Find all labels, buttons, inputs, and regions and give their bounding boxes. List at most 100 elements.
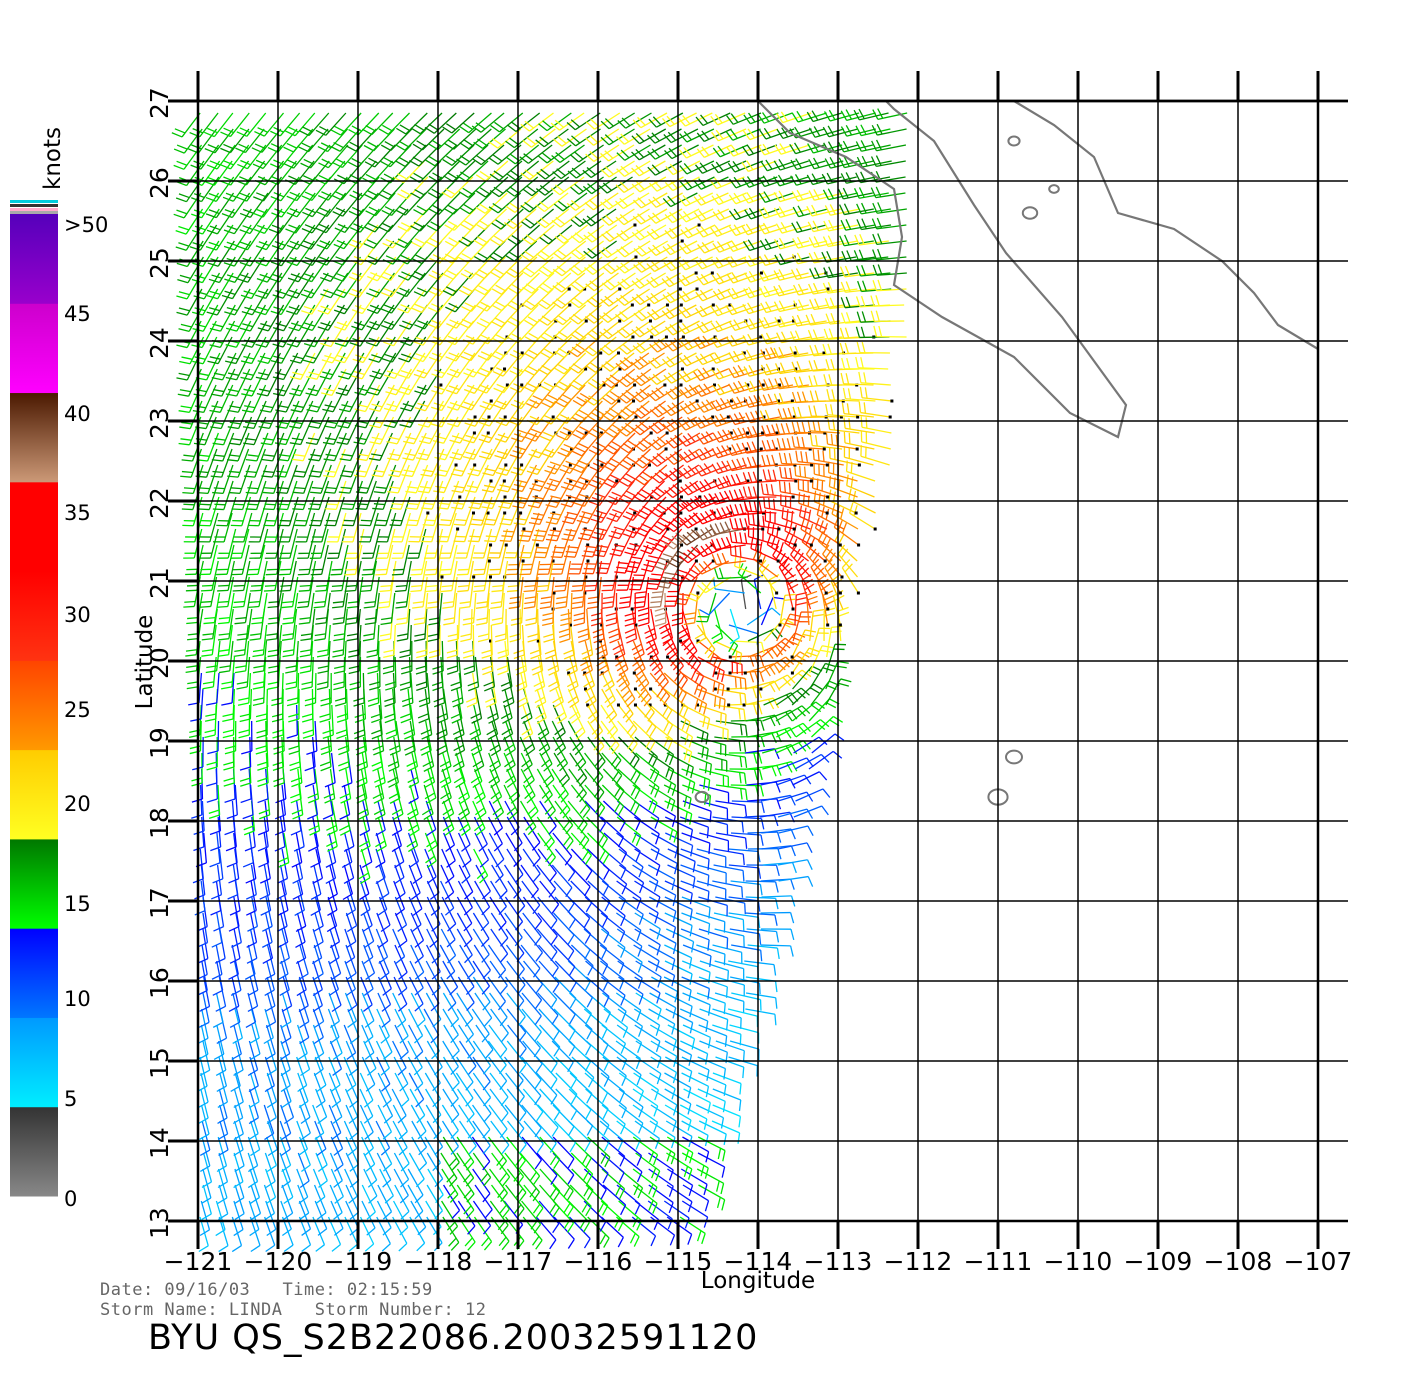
rain-flag [583,687,587,691]
wind-barb [665,160,701,176]
wind-barb [361,544,380,576]
wind-barb [837,544,859,578]
wind-barb [615,352,650,371]
rain-flag [678,479,682,483]
rain-flag [616,351,620,355]
wind-barb [696,944,726,966]
wind-barb [599,336,634,356]
wind-barb [264,1056,275,1093]
wind-barb [291,832,303,868]
wind-barb [825,643,847,674]
rain-flag [568,303,572,307]
wind-barb [300,144,331,169]
wind-barb [375,848,386,885]
wind-barb [221,672,235,706]
lat-lon-grid [196,99,1348,1223]
wind-barb [637,592,650,627]
wind-barb [372,480,394,510]
wind-barb [207,720,220,755]
wind-barb [341,512,362,543]
wind-barb [488,832,505,868]
wind-barb [392,1120,408,1156]
wind-barb [281,1184,294,1221]
wind-barb [491,1152,511,1187]
wind-barb [537,832,556,867]
wind-barb [377,1184,393,1220]
rain-flag [426,511,430,515]
wind-barb [464,400,492,427]
rain-flag [743,671,747,675]
wind-barb [443,1024,460,1060]
wind-barb [650,1056,678,1084]
wind-barb [585,1088,609,1119]
wind-barb [602,800,626,832]
wind-barb [310,832,321,868]
wind-barb [407,1040,423,1076]
wind-barb [407,528,427,559]
wind-barb [241,720,253,755]
wind-barb [521,704,534,741]
wind-barb [746,781,781,793]
wind-barb [297,528,317,559]
wind-barb [683,1088,711,1114]
x-tick-label: −117 [484,1247,553,1276]
wind-barb [667,848,696,873]
wind-barb [600,928,626,958]
wind-barb [849,502,876,530]
rain-flag [552,591,556,595]
product-id-title: BYU QS_S2B22086.20032591120 [148,1318,759,1358]
wind-barb [666,1152,693,1180]
wind-barb [441,848,455,884]
wind-barb [539,752,555,788]
rain-flag [649,687,653,691]
wind-barb [312,1040,324,1077]
wind-barb [205,672,220,706]
wind-barb [785,574,799,610]
wind-barb [714,736,747,752]
wind-barb [577,608,590,644]
wind-barb [583,1200,607,1232]
rain-flag [679,495,683,499]
wind-barb [696,272,732,286]
colorbar-tick-label: 5 [64,1087,77,1111]
wind-barb [220,144,250,170]
wind-barb [600,160,635,178]
wind-barb [711,536,746,551]
wind-barb [698,1072,727,1096]
wind-barb [584,672,597,708]
wind-barb [406,736,419,772]
wind-barb [458,864,474,900]
rain-flag [647,303,651,307]
wind-barb [792,771,828,786]
wind-barb [567,960,591,992]
wind-barb [519,528,540,559]
wind-barb [317,640,331,674]
wind-barb [279,1120,291,1157]
wind-barb [412,576,428,609]
wind-barb [394,1008,409,1044]
wind-barb [616,1024,643,1053]
wind-barb [228,848,240,884]
wind-barb [328,992,340,1029]
colorbar-unit-label: knots [40,127,66,190]
wind-barb [600,208,635,226]
wind-barb [313,1184,327,1220]
wind-barb [536,1152,558,1185]
wind-barb [554,1120,577,1153]
wind-barb [680,848,710,871]
wind-barb [232,512,253,543]
y-tick-label: 13 [145,1207,174,1239]
wind-barb [698,928,729,949]
wind-barb [503,752,517,788]
wind-barb [682,992,711,1016]
rain-flag [631,335,635,339]
wind-barb [648,640,664,676]
wind-barb [446,640,459,675]
wind-barb [233,1200,244,1237]
wind-barb [403,704,416,740]
x-tick-label: −119 [324,1247,393,1276]
wind-barb [666,928,695,953]
wind-barb [236,656,251,690]
wind-barb [467,656,480,692]
wind-barb [651,832,679,859]
